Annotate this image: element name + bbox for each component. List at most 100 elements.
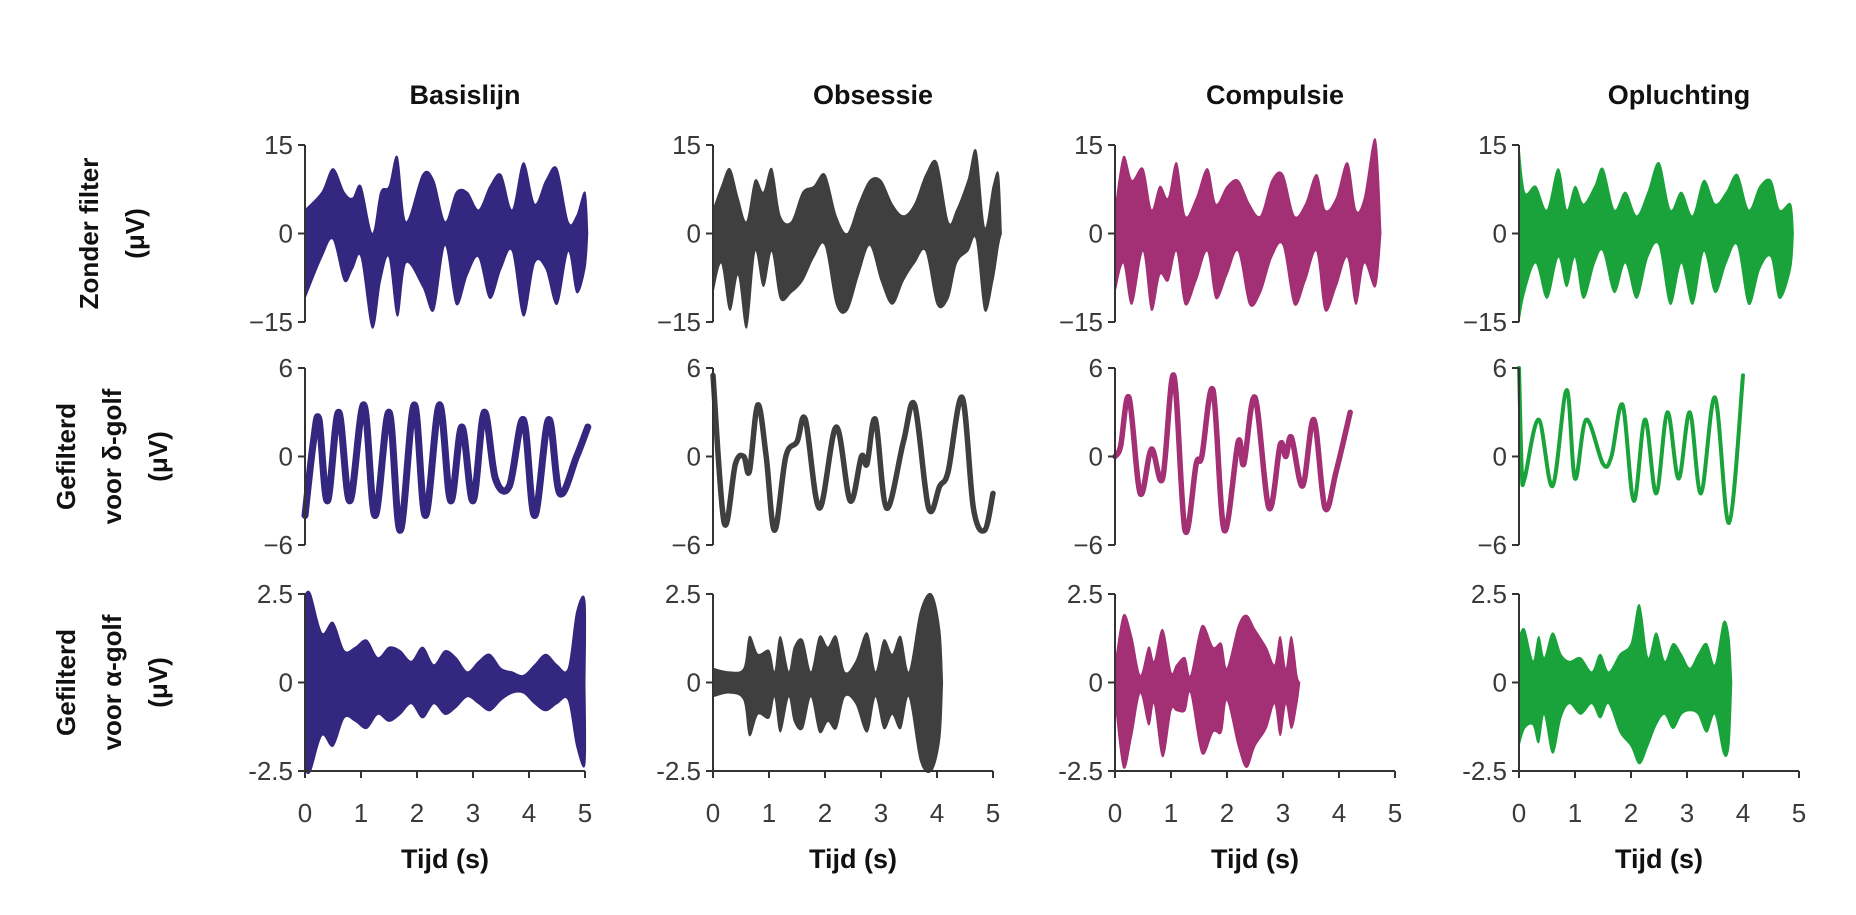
- signal-band-compulsie: [1114, 138, 1382, 312]
- x-tick-label: 4: [930, 798, 944, 828]
- y-tick-label: 0: [687, 442, 701, 472]
- column-title-opluchting: Opluchting: [1608, 80, 1750, 110]
- y-tick-label: 0: [1089, 442, 1103, 472]
- x-tick-label: 3: [1276, 798, 1290, 828]
- y-tick-label: −6: [671, 530, 701, 560]
- signal-band-obsessie: [712, 592, 944, 774]
- y-tick-label: −15: [1059, 307, 1103, 337]
- panel-basislijn-row-1: 6 0 −6: [263, 353, 592, 560]
- y-tick-label: −15: [1463, 307, 1507, 337]
- y-tick-label: 2.5: [1471, 579, 1507, 609]
- y-tick-label: 2.5: [1067, 579, 1103, 609]
- row-label-line: Gefilterd: [51, 629, 81, 736]
- x-tick-label: 4: [1736, 798, 1750, 828]
- signal-line-opluchting: [1517, 366, 1745, 525]
- y-tick-label: 2.5: [257, 579, 293, 609]
- row-label-line: Zonder filter: [74, 158, 104, 310]
- x-tick-label: 0: [1512, 798, 1526, 828]
- signal-band-basislijn: [304, 155, 589, 329]
- x-tick-label: 2: [818, 798, 832, 828]
- signal-line-basislijn: [301, 401, 592, 534]
- y-tick-label: 0: [279, 668, 293, 698]
- x-tick-label: 3: [1680, 798, 1694, 828]
- x-tick-label: 1: [354, 798, 368, 828]
- panel-opluchting-row-0: 15 0 −15: [1463, 130, 1794, 337]
- column-title-compulsie: Compulsie: [1206, 80, 1344, 110]
- panel-compulsie-row-0: 15 0 −15: [1059, 130, 1382, 337]
- row-label-line: voor δ-golf: [97, 388, 127, 524]
- y-tick-label: −15: [249, 307, 293, 337]
- x-tick-label: 0: [1108, 798, 1122, 828]
- signal-line-compulsie: [1112, 372, 1353, 536]
- x-tick-label: 1: [1568, 798, 1582, 828]
- y-tick-label: -2.5: [1462, 756, 1507, 786]
- x-axis-label: Tijd (s): [1211, 844, 1299, 874]
- y-tick-label: -2.5: [656, 756, 701, 786]
- x-axis-label: Tijd (s): [401, 844, 489, 874]
- x-tick-label: 4: [1332, 798, 1346, 828]
- y-tick-label: 0: [1089, 668, 1103, 698]
- x-tick-label: 0: [298, 798, 312, 828]
- y-tick-label: 0: [1493, 442, 1507, 472]
- panel-obsessie-row-1: 6 0 −6: [671, 353, 996, 560]
- signal-line-obsessie: [710, 372, 996, 534]
- y-tick-label: -2.5: [1058, 756, 1103, 786]
- x-tick-label: 5: [578, 798, 592, 828]
- y-tick-label: −15: [657, 307, 701, 337]
- y-tick-label: 0: [1493, 668, 1507, 698]
- y-tick-label: −6: [1073, 530, 1103, 560]
- x-tick-label: 1: [762, 798, 776, 828]
- y-tick-label: 6: [1493, 353, 1507, 383]
- y-tick-label: −6: [263, 530, 293, 560]
- y-tick-label: 6: [1089, 353, 1103, 383]
- signal-band-opluchting: [1518, 604, 1733, 765]
- x-tick-label: 0: [706, 798, 720, 828]
- signal-band-opluchting: [1518, 144, 1794, 323]
- row-label-line: voor α-golf: [97, 614, 127, 750]
- x-tick-label: 2: [1624, 798, 1638, 828]
- x-tick-label: 5: [1388, 798, 1402, 828]
- signal-band-obsessie: [712, 148, 1002, 329]
- x-tick-label: 5: [1792, 798, 1806, 828]
- x-tick-label: 4: [522, 798, 536, 828]
- panel-opluchting-row-1: 6 0 −6: [1477, 353, 1745, 560]
- signal-band-basislijn: [304, 590, 587, 775]
- panel-compulsie-row-1: 6 0 −6: [1073, 353, 1353, 560]
- y-tick-label: 0: [687, 219, 701, 249]
- y-tick-label: -2.5: [248, 756, 293, 786]
- row-label-line: Gefilterd: [51, 403, 81, 510]
- x-tick-label: 3: [874, 798, 888, 828]
- y-tick-label: 6: [687, 353, 701, 383]
- y-tick-label: 6: [279, 353, 293, 383]
- y-tick-label: −6: [1477, 530, 1507, 560]
- panel-basislijn-row-0: 15 0 −15: [249, 130, 589, 337]
- x-tick-label: 2: [1220, 798, 1234, 828]
- y-tick-label: 2.5: [665, 579, 701, 609]
- y-tick-label: 0: [1493, 219, 1507, 249]
- y-tick-label: 15: [264, 130, 293, 160]
- row-label-2: Gefilterd voor α-golf (μV): [51, 614, 173, 750]
- row-label-line: (μV): [143, 431, 173, 482]
- x-tick-label: 3: [466, 798, 480, 828]
- y-tick-label: 0: [279, 219, 293, 249]
- row-label-0: Zonder filter (μV): [74, 158, 150, 310]
- y-tick-label: 0: [1089, 219, 1103, 249]
- x-tick-label: 1: [1164, 798, 1178, 828]
- y-tick-label: 15: [1478, 130, 1507, 160]
- x-tick-label: 2: [410, 798, 424, 828]
- row-label-line: (μV): [120, 208, 150, 259]
- signal-band-compulsie: [1114, 613, 1301, 769]
- x-tick-label: 5: [986, 798, 1000, 828]
- row-label-1: Gefilterd voor δ-golf (μV): [51, 388, 173, 524]
- y-tick-label: 0: [279, 442, 293, 472]
- column-title-obsessie: Obsessie: [813, 80, 933, 110]
- x-axis-label: Tijd (s): [1615, 844, 1703, 874]
- y-tick-label: 15: [672, 130, 701, 160]
- y-tick-label: 0: [687, 668, 701, 698]
- panel-obsessie-row-0: 15 0 −15: [657, 130, 1002, 337]
